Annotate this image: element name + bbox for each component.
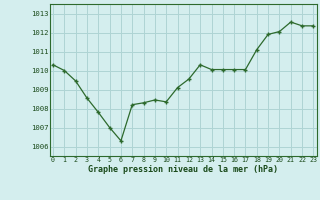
X-axis label: Graphe pression niveau de la mer (hPa): Graphe pression niveau de la mer (hPa) (88, 165, 278, 174)
